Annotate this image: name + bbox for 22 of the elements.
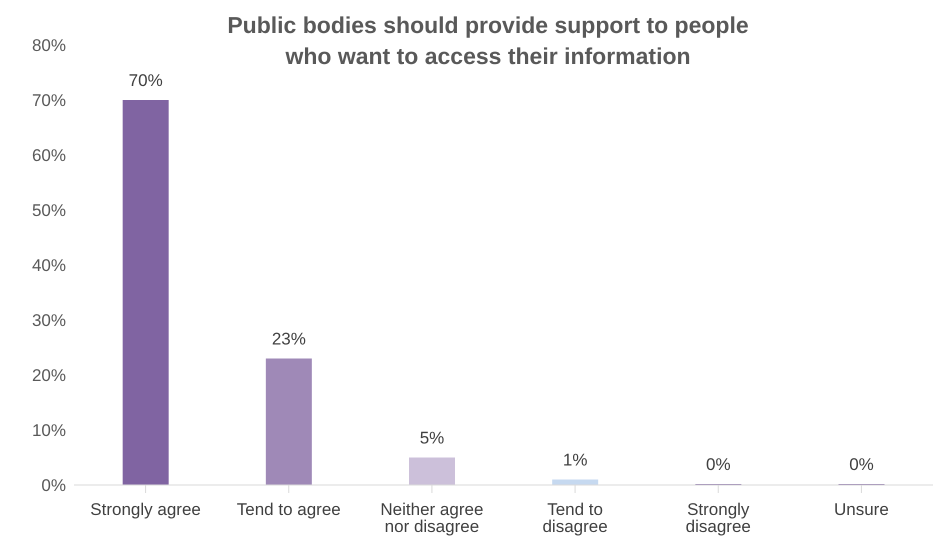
y-tick-label: 80% (32, 36, 66, 56)
data-label: 0% (849, 455, 874, 474)
y-tick-label: 40% (32, 256, 66, 276)
y-tick-label: 10% (32, 421, 66, 440)
y-tick-label: 0% (41, 476, 66, 496)
x-tick-label: Unsure (834, 500, 889, 520)
x-tick-label: Neither agree nor disagree (380, 500, 484, 536)
y-tick-label: 30% (32, 311, 66, 330)
data-label: 70% (128, 71, 163, 90)
data-label: 5% (420, 428, 444, 448)
data-label: 0% (706, 455, 731, 474)
y-tick-label: 20% (32, 366, 66, 386)
x-tick-label: Strongly agree (90, 500, 201, 520)
y-tick-label: 50% (32, 201, 66, 220)
chart-title: Public bodies should provide support to people who want to access their information (226, 11, 750, 71)
x-tick-label: Tend to disagree (542, 500, 608, 536)
data-label: 1% (562, 450, 588, 470)
y-tick-label: 70% (32, 91, 66, 110)
y-tick-label: 60% (32, 146, 66, 166)
x-tick-label: Strongly disagree (686, 500, 751, 536)
data-label: 23% (272, 330, 306, 348)
x-tick-label: Tend to agree (236, 500, 341, 520)
